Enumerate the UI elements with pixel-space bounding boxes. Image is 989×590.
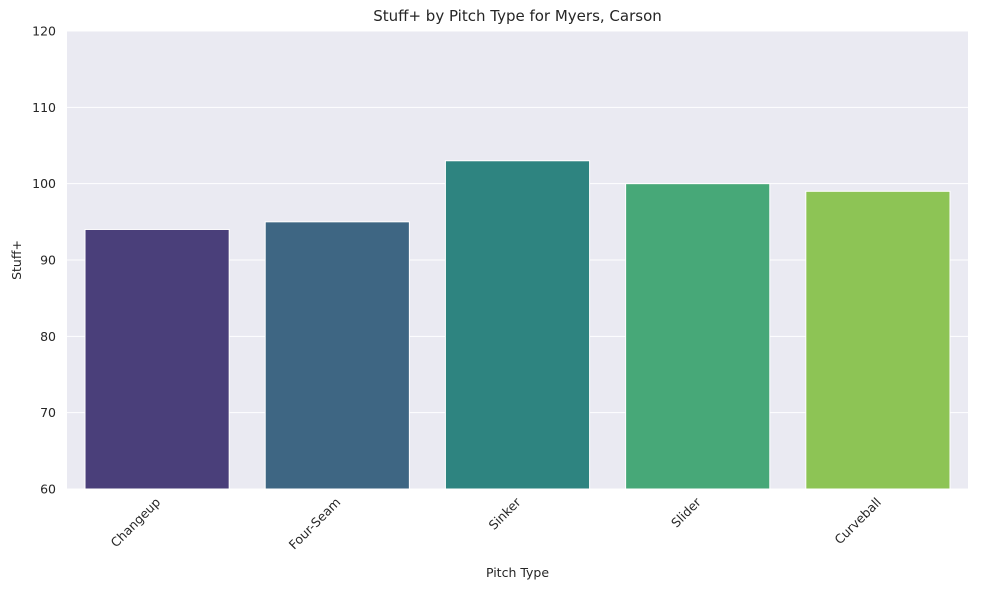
x-tick-label: Four-Seam	[286, 495, 344, 553]
y-tick-label: 110	[32, 100, 56, 115]
y-tick-label: 120	[32, 24, 56, 39]
x-tick-label: Changeup	[108, 494, 164, 550]
bar-curveball	[805, 190, 951, 490]
bar-sinker	[444, 160, 591, 490]
x-axis-ticks: Changeup Four-Seam Sinker Slider Curveball	[108, 494, 884, 552]
chart-title: Stuff+ by Pitch Type for Myers, Carson	[373, 7, 662, 25]
x-tick-label: Curveball	[831, 495, 884, 548]
y-tick-label: 70	[40, 405, 56, 420]
x-axis-label: Pitch Type	[486, 565, 549, 580]
bar-changeup	[84, 228, 230, 490]
x-tick-label: Slider	[668, 494, 704, 530]
y-tick-label: 60	[40, 482, 56, 497]
y-tick-label: 100	[32, 176, 56, 191]
bars	[84, 160, 951, 490]
y-tick-label: 80	[40, 329, 56, 344]
y-axis-label: Stuff+	[9, 240, 24, 280]
y-axis-ticks: 60 70 80 90 100 110 120	[32, 24, 56, 497]
bar-four-seam	[264, 221, 410, 490]
bar-slider	[625, 183, 771, 490]
x-tick-label: Sinker	[485, 494, 524, 533]
y-tick-label: 90	[40, 253, 56, 268]
